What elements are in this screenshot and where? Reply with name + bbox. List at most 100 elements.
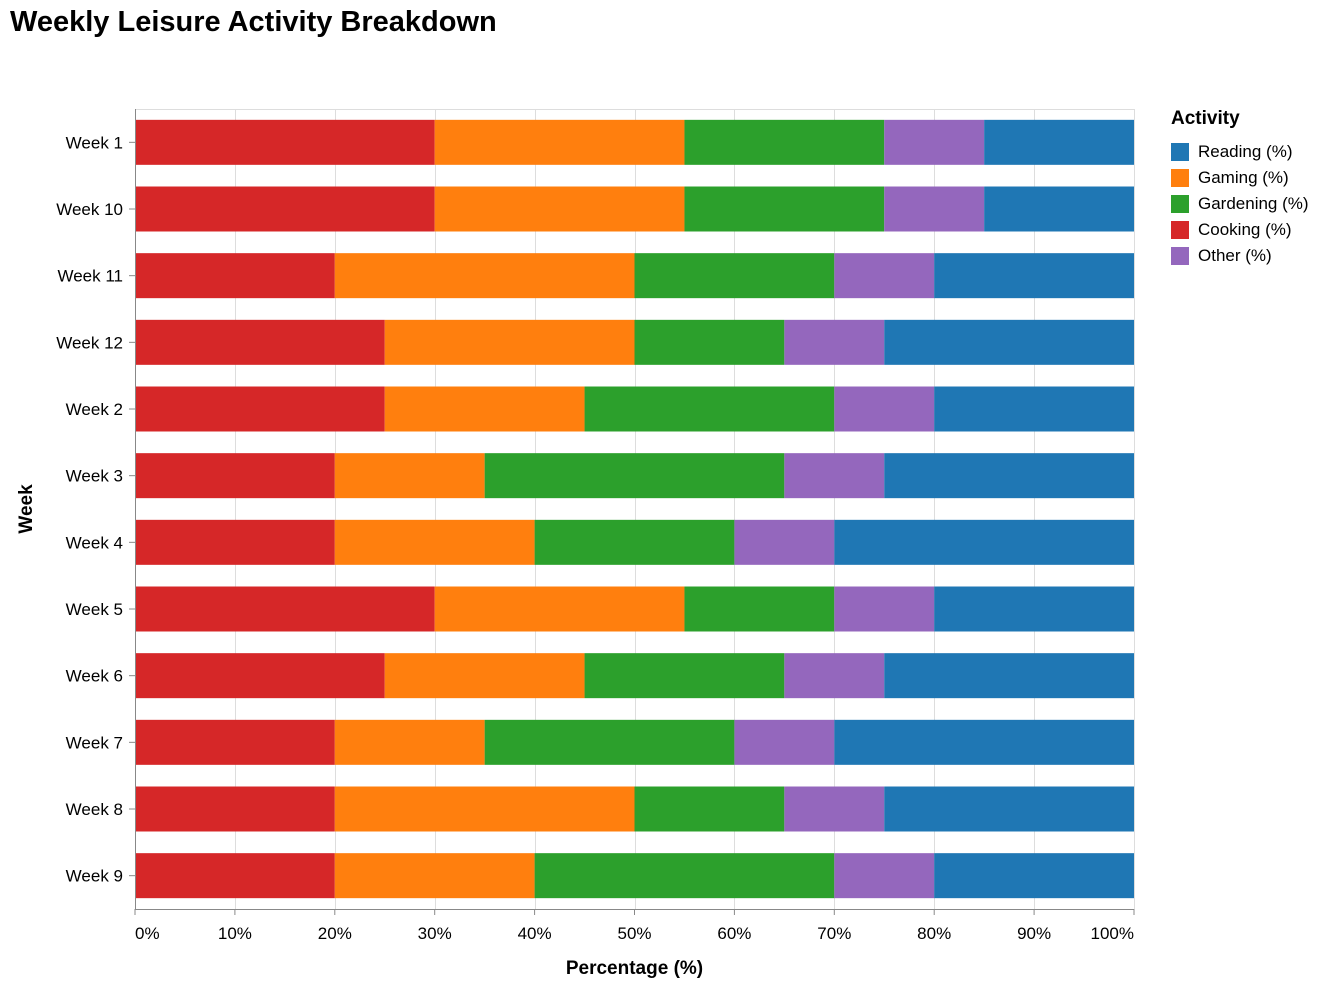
bar-segment	[784, 453, 885, 499]
x-tick-label: 10%	[218, 924, 252, 943]
legend-item: Other (%)	[1171, 243, 1309, 269]
bar-segment	[884, 319, 1134, 365]
legend: Activity Reading (%) Gaming (%) Gardening …	[1171, 108, 1309, 269]
y-tick-label: Week 1	[66, 133, 123, 152]
bar-segment	[834, 253, 935, 299]
bar-segment	[434, 586, 685, 632]
legend-item: Cooking (%)	[1171, 217, 1309, 243]
bar-segment	[334, 853, 535, 899]
legend-swatch	[1171, 247, 1189, 265]
legend-swatch	[1171, 169, 1189, 187]
legend-swatch	[1171, 143, 1189, 161]
bar-segment	[834, 519, 1134, 565]
bar-segment	[884, 119, 985, 165]
bar-segment	[484, 719, 735, 765]
x-tick-label: 80%	[917, 924, 951, 943]
bar-segment	[534, 519, 735, 565]
y-tick-label: Week 7	[66, 733, 123, 752]
legend-swatch	[1171, 195, 1189, 213]
legend-items: Reading (%) Gaming (%) Gardening (%) Cookin…	[1171, 139, 1309, 269]
bar-segment	[384, 319, 635, 365]
bar-segment	[484, 453, 785, 499]
bar-segment	[135, 519, 335, 565]
y-tick-label: Week 10	[56, 200, 123, 219]
legend-label: Cooking (%)	[1198, 220, 1292, 239]
x-tick-label: 90%	[1017, 924, 1051, 943]
y-tick-label: Week 2	[66, 400, 123, 419]
y-axis-title: Week	[16, 484, 37, 534]
y-tick-label: Week 11	[57, 267, 123, 286]
bar-segment	[734, 719, 835, 765]
x-tick-label: 60%	[717, 924, 751, 943]
bar-segment	[135, 653, 385, 699]
axes: Week 1 Week 10 Week 11 Week 12 Week 2 Week 3 W…	[56, 109, 1135, 943]
bar-segment	[135, 119, 435, 165]
bar-segment	[135, 386, 385, 432]
grid-lines	[135, 109, 1135, 909]
bar-segment	[834, 586, 935, 632]
bar-segment	[384, 386, 585, 432]
bar-segment	[135, 453, 335, 499]
bar-segment	[135, 853, 335, 899]
bar-segment	[934, 386, 1134, 432]
bar-segment	[584, 653, 785, 699]
bar-segment	[135, 253, 335, 299]
y-tick-label: Week 6	[66, 667, 123, 686]
bar-segment	[784, 786, 885, 832]
legend-label: Reading (%)	[1198, 142, 1293, 161]
legend-item: Gaming (%)	[1171, 165, 1309, 191]
bar-segment	[784, 653, 885, 699]
bar-segment	[884, 786, 1134, 832]
bar-segment	[135, 319, 385, 365]
bar-segment	[135, 719, 335, 765]
bar-segment	[135, 186, 435, 232]
bar-segment	[584, 386, 835, 432]
bar-segment	[684, 186, 885, 232]
bar-segment	[934, 253, 1134, 299]
legend-title: Activity	[1171, 108, 1240, 129]
bar-segment	[984, 119, 1134, 165]
bar-segment	[884, 653, 1134, 699]
x-tick-label: 0%	[135, 924, 160, 943]
bar-segment	[684, 119, 885, 165]
bar-segment	[634, 253, 835, 299]
bars	[135, 119, 1134, 899]
bar-segment	[684, 586, 835, 632]
bar-segment	[334, 253, 635, 299]
legend-item: Reading (%)	[1171, 139, 1309, 165]
bar-segment	[334, 786, 635, 832]
legend-item: Gardening (%)	[1171, 191, 1309, 217]
y-tick-label: Week 3	[66, 467, 123, 486]
y-tick-label: Week 5	[66, 600, 123, 619]
bar-segment	[434, 186, 685, 232]
y-tick-label: Week 12	[56, 333, 123, 352]
bar-segment	[634, 786, 785, 832]
bar-segment	[135, 586, 435, 632]
bar-segment	[434, 119, 685, 165]
bar-segment	[534, 853, 835, 899]
bar-segment	[834, 719, 1134, 765]
bar-segment	[834, 853, 935, 899]
bar-segment	[784, 319, 885, 365]
legend-label: Gardening (%)	[1198, 194, 1309, 213]
bar-segment	[384, 653, 585, 699]
bar-segment	[984, 186, 1134, 232]
x-tick-label: 30%	[418, 924, 452, 943]
bar-segment	[734, 519, 835, 565]
x-tick-label: 100%	[1091, 924, 1134, 943]
y-tick-label: Week 8	[66, 800, 123, 819]
legend-swatch	[1171, 221, 1189, 239]
bar-segment	[884, 453, 1134, 499]
x-tick-label: 70%	[817, 924, 851, 943]
y-tick-label: Week 9	[66, 867, 123, 886]
bar-segment	[834, 386, 935, 432]
x-axis-title: Percentage (%)	[566, 958, 703, 979]
x-tick-label: 50%	[617, 924, 651, 943]
x-tick-label: 20%	[318, 924, 352, 943]
bar-segment	[334, 719, 485, 765]
bar-segment	[934, 853, 1134, 899]
bar-segment	[334, 519, 535, 565]
x-tick-label: 40%	[518, 924, 552, 943]
legend-label: Other (%)	[1198, 246, 1272, 265]
